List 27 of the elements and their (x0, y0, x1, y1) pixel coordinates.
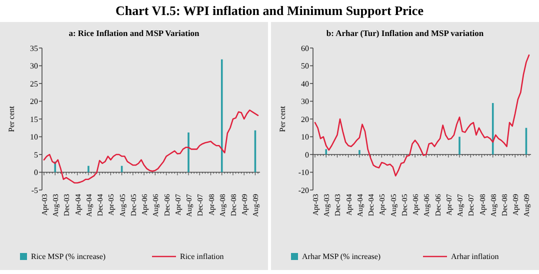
y-tick-label: 0 (34, 168, 38, 178)
y-tick-label: 25 (30, 79, 38, 88)
chart-subtitle: a: Rice Inflation and MSP Variation (68, 28, 200, 38)
y-tick-label: 10 (30, 132, 38, 142)
y-tick-label: 50 (301, 62, 309, 71)
legend-label: Arhar MSP (% increase) (302, 252, 381, 261)
y-tick-label: 20 (30, 97, 38, 106)
legend-label: Rice inflation (180, 252, 224, 261)
y-tick-label: 60 (301, 44, 309, 53)
chart-subtitle: b: Arhar (Tur) Inflation and MSP variation (326, 28, 484, 38)
y-tick-label: 35 (30, 44, 38, 53)
y-tick-label: 10 (301, 132, 309, 142)
y-tick-label: 20 (301, 114, 309, 124)
chart-title: Chart VI.5: WPI inflation and Minimum Support Price (116, 3, 424, 18)
y-tick-label: 30 (301, 97, 309, 106)
y-tick-label: -5 (31, 186, 38, 195)
y-tick-label: -20 (298, 186, 309, 195)
y-axis-title: Per cent (7, 105, 16, 132)
y-axis-title: Per cent (278, 105, 287, 132)
legend-label: Arhar inflation (451, 252, 499, 261)
y-tick-label: 40 (301, 79, 309, 88)
y-tick-label: 0 (305, 150, 309, 160)
y-tick-label: 15 (30, 114, 38, 124)
y-tick-label: 5 (34, 150, 38, 160)
y-tick-label: 30 (30, 62, 38, 71)
y-tick-label: -10 (298, 168, 309, 178)
legend-label: Rice MSP (% increase) (31, 252, 106, 261)
